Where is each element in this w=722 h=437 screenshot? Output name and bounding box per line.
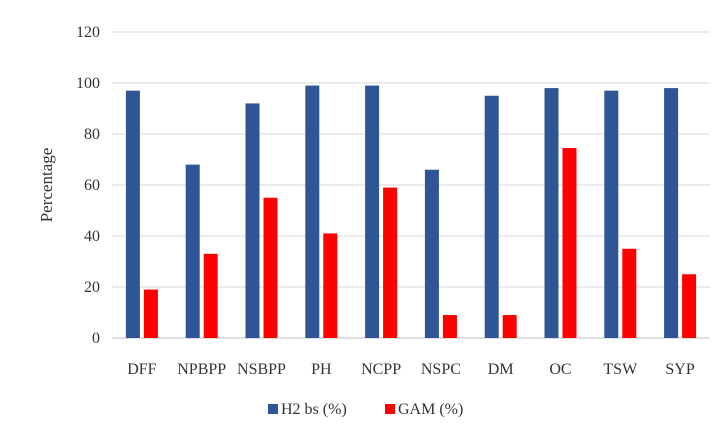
bar-gam-dm [502, 315, 517, 338]
y-tick-label: 20 [84, 279, 100, 296]
legend-swatch [268, 404, 278, 414]
legend-label: GAM (%) [398, 401, 463, 418]
bar-h2bs-tsw [604, 90, 619, 339]
bar-gam-npbpp [203, 253, 218, 338]
bar-h2bs-ph [305, 85, 320, 338]
y-tick-label: 80 [84, 126, 100, 143]
bar-gam-nsbpp [263, 197, 278, 338]
bar-h2bs-nspc [424, 169, 439, 338]
bar-h2bs-ncpp [365, 85, 380, 338]
bar-gam-tsw [622, 248, 637, 338]
legend-label: H2 bs (%) [281, 401, 347, 418]
x-category-label: OC [549, 361, 571, 378]
y-tick-label: 40 [84, 228, 100, 245]
x-category-label: NSPC [421, 361, 461, 378]
bar-gam-ph [323, 233, 338, 338]
bar-h2bs-syp [664, 88, 679, 338]
bar-gam-ncpp [383, 187, 398, 338]
x-category-label: DM [488, 361, 514, 378]
bar-h2bs-npbpp [185, 164, 200, 338]
x-category-label: NSBPP [237, 361, 286, 378]
y-tick-label: 120 [76, 24, 100, 41]
bar-h2bs-nsbpp [245, 103, 260, 339]
y-axis-ticks: 0 20 40 60 80 100 120 [76, 24, 100, 347]
x-category-label: DFF [127, 361, 156, 378]
bar-gam-nspc [442, 315, 457, 338]
x-category-label: TSW [603, 361, 638, 378]
bar-h2bs-dff [125, 90, 140, 339]
bar-gam-syp [682, 274, 697, 338]
legend: H2 bs (%) GAM (%) [268, 401, 463, 418]
y-tick-label: 0 [92, 330, 100, 347]
gridlines [112, 31, 710, 339]
x-category-label: NCPP [361, 361, 401, 378]
legend-swatch [385, 404, 395, 414]
x-category-label: SYP [665, 361, 694, 378]
x-axis-categories: DFF NPBPP NSBPP PH NCPP NSPC DM OC TSW SYP [127, 361, 695, 378]
bars [125, 85, 697, 339]
y-axis-title: Percentage [37, 148, 56, 223]
x-category-label: NPBPP [177, 361, 226, 378]
bar-h2bs-dm [484, 95, 499, 338]
bar-gam-dff [143, 289, 158, 338]
x-category-label: PH [311, 361, 332, 378]
y-tick-label: 100 [76, 75, 100, 92]
bar-h2bs-oc [544, 88, 559, 338]
bar-gam-oc [562, 148, 577, 338]
y-tick-label: 60 [84, 177, 100, 194]
